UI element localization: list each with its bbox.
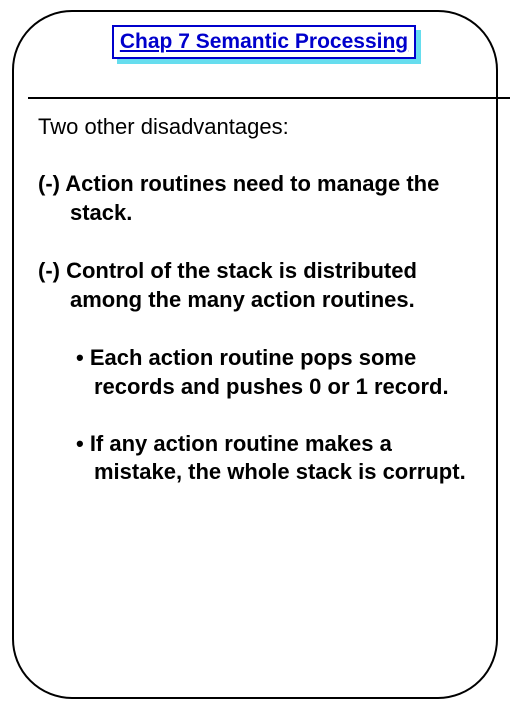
intro-text: Two other disadvantages: xyxy=(38,114,488,140)
divider-line xyxy=(28,97,510,99)
sub2-line2: mistake, the whole stack is corrupt. xyxy=(76,458,488,487)
point1-line2: stack. xyxy=(38,199,488,228)
point2-line2: among the many action routines. xyxy=(38,286,488,315)
sub1-line1: • Each action routine pops some xyxy=(76,345,416,370)
slide-frame: Chap 7 Semantic Processing Two other dis… xyxy=(12,10,498,699)
point1-line1: (-) Action routines need to manage the xyxy=(38,171,439,196)
sub2-line1: • If any action routine makes a xyxy=(76,431,392,456)
title-box: Chap 7 Semantic Processing xyxy=(112,25,416,59)
sub1-line2: records and pushes 0 or 1 record. xyxy=(76,373,488,402)
slide-content: Two other disadvantages: (-) Action rout… xyxy=(38,114,488,515)
sub-bullet-1: • Each action routine pops some records … xyxy=(76,344,488,401)
sub-bullet-2: • If any action routine makes a mistake,… xyxy=(76,430,488,487)
slide-title: Chap 7 Semantic Processing xyxy=(120,30,408,54)
point2-line1: (-) Control of the stack is distributed xyxy=(38,258,417,283)
disadvantage-2: (-) Control of the stack is distributed … xyxy=(38,257,488,314)
disadvantage-1: (-) Action routines need to manage the s… xyxy=(38,170,488,227)
